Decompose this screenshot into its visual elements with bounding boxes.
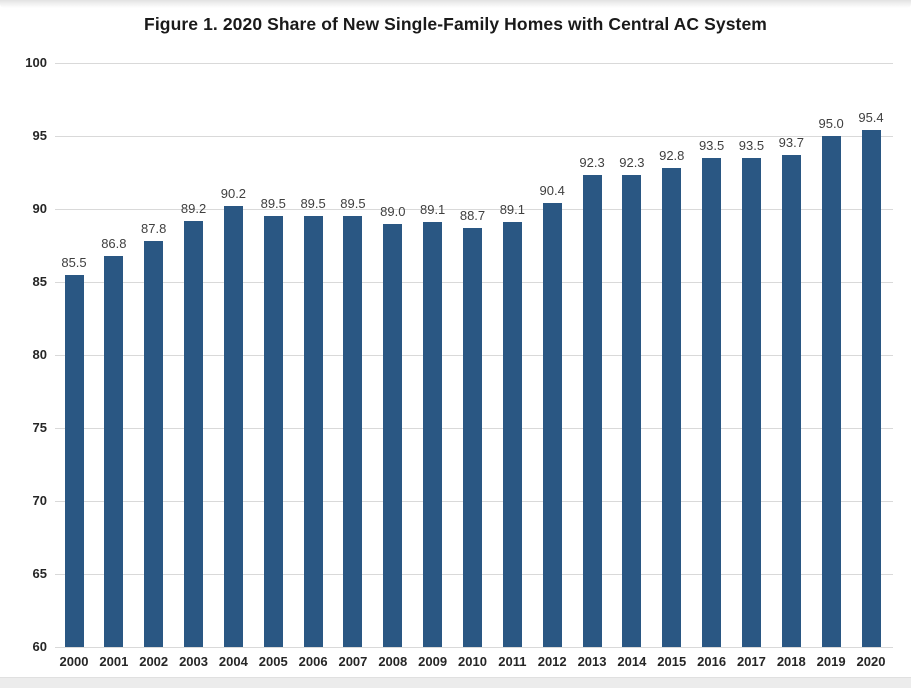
x-tick-label-2001: 2001 [99, 654, 129, 669]
bar-2010 [463, 227, 482, 647]
y-tick-label-60: 60 [32, 639, 47, 654]
bar-2006 [303, 216, 323, 647]
y-tick-label-100: 100 [25, 55, 47, 70]
x-tick-label-2018: 2018 [776, 654, 806, 669]
x-tick-label-2011: 2011 [498, 654, 527, 669]
x-tick-label-2006: 2006 [298, 654, 328, 669]
bar-2004 [223, 206, 243, 647]
figure-title: Figure 1. 2020 Share of New Single-Famil… [144, 14, 767, 34]
bar-2019 [821, 136, 841, 647]
x-tick-label-2019: 2019 [816, 654, 846, 669]
bar-value-label-2007: 89.5 [340, 196, 366, 212]
bar-2015 [662, 168, 682, 647]
bar-value-label-2010: 88.7 [459, 207, 486, 223]
bar-value-label-2013: 92.3 [579, 155, 605, 171]
bar-2014 [622, 175, 642, 647]
bar-2002 [144, 241, 164, 647]
x-tick-label-2007: 2007 [338, 654, 368, 669]
bar-value-label-2004: 90.2 [220, 186, 247, 202]
bar-value-label-2020: 95.4 [858, 110, 884, 126]
y-tick-label-85: 85 [32, 274, 47, 289]
bar-value-label-2017: 93.5 [738, 137, 765, 153]
bar-2000 [64, 274, 84, 647]
gridline-60 [55, 647, 893, 648]
bar-value-label-2005: 89.5 [260, 196, 286, 212]
bar-2001 [104, 255, 124, 647]
x-tick-label-2020: 2020 [856, 654, 886, 669]
bar-2012 [542, 203, 562, 647]
x-tick-label-2015: 2015 [657, 654, 687, 669]
plot-area: 100 95 90 85 80 75 70 65 60 85.5 2000 86.8 2001 87.8 2… [25, 55, 893, 669]
bar-2003 [184, 220, 204, 647]
bar-2005 [263, 216, 283, 647]
bottom-divider [0, 677, 911, 688]
y-tick-label-65: 65 [32, 566, 47, 581]
gridline-100 [55, 63, 893, 64]
bar-value-label-2003: 89.2 [180, 200, 207, 216]
bar-2013 [582, 175, 602, 647]
y-tick-label-80: 80 [32, 347, 47, 362]
bar-value-label-2008: 89.0 [380, 203, 406, 219]
bar-value-label-2009: 89.1 [419, 202, 446, 218]
x-tick-label-2017: 2017 [736, 654, 766, 669]
x-tick-label-2008: 2008 [378, 654, 408, 669]
bar-value-label-2016: 93.5 [698, 137, 725, 153]
x-tick-label-2010: 2010 [458, 654, 487, 669]
x-tick-label-2000: 2000 [59, 654, 89, 669]
bar-value-label-2001: 86.8 [101, 235, 127, 251]
x-tick-label-2005: 2005 [258, 654, 288, 669]
bar-value-label-2002: 87.8 [141, 221, 167, 237]
bar-value-label-2018: 93.7 [778, 134, 804, 150]
y-tick-label-70: 70 [32, 493, 47, 508]
top-divider [0, 0, 911, 8]
bar-2007 [343, 216, 363, 647]
bar-value-label-2019: 95.0 [818, 116, 844, 131]
bar-value-label-2011: 89.1 [499, 202, 525, 218]
y-tick-label-75: 75 [32, 420, 47, 435]
bar-2008 [383, 223, 403, 647]
bar-value-label-2000: 85.5 [61, 254, 87, 270]
y-tick-label-95: 95 [32, 128, 47, 143]
x-tick-label-2004: 2004 [218, 654, 248, 669]
y-tick-label-90: 90 [32, 201, 47, 216]
bar-value-label-2014: 92.3 [619, 155, 645, 171]
x-tick-label-2013: 2013 [577, 654, 607, 669]
x-tick-label-2003: 2003 [179, 654, 208, 669]
bar-2016 [702, 157, 722, 647]
bar-2017 [741, 157, 761, 647]
bar-2011 [502, 222, 522, 647]
gridline-90 [55, 209, 893, 210]
x-tick-label-2009: 2009 [418, 654, 448, 669]
bar-value-label-2006: 89.5 [300, 196, 326, 212]
x-tick-label-2002: 2002 [139, 654, 169, 669]
bar-value-label-2015: 92.8 [659, 148, 685, 164]
bar-2020 [861, 130, 881, 647]
bar-2018 [781, 154, 801, 647]
x-tick-label-2014: 2014 [617, 654, 647, 669]
x-tick-label-2016: 2016 [697, 654, 727, 669]
x-tick-label-2012: 2012 [537, 654, 567, 669]
bar-2009 [423, 222, 443, 647]
bar-value-label-2012: 90.4 [539, 183, 565, 199]
gridline-95 [55, 136, 893, 137]
